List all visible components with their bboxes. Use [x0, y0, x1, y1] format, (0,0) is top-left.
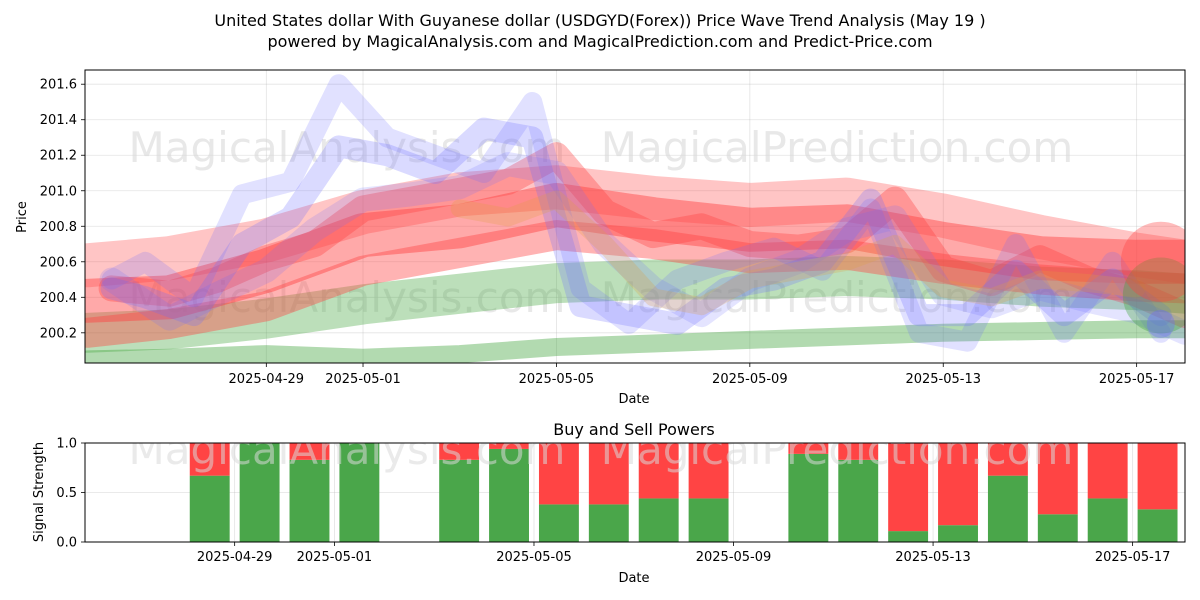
end-red-dot — [1120, 221, 1185, 302]
signal-y-ticks: 0.0 0.5 1.0 — [56, 437, 85, 551]
sell-bar — [888, 443, 929, 532]
watermark-bottom-left: MagicalAnalysis.com — [129, 425, 566, 474]
signal-x-ticks: 2025-04-29 2025-05-01 2025-05-05 2025-05-09… — [197, 542, 1171, 565]
price-gridlines — [85, 70, 1185, 363]
price-x-tick-label: 2025-05-09 — [712, 372, 788, 387]
figure-title-line2: powered by MagicalAnalysis.com and Magic… — [267, 32, 932, 51]
sell-bar — [838, 443, 879, 460]
price-x-axis-label: Date — [618, 392, 649, 407]
price-y-tick-label: 201.6 — [40, 78, 77, 93]
price-x-tick-label: 2025-04-29 — [229, 372, 305, 387]
buy-bar — [339, 443, 380, 542]
price-x-ticks: 2025-04-29 2025-05-01 2025-05-05 2025-05-09… — [229, 363, 1175, 387]
series-green-band-lower — [85, 320, 1185, 363]
buy-bar — [439, 459, 480, 542]
buy-bar — [239, 443, 280, 542]
signal-bars — [189, 443, 1178, 542]
sell-bar — [1087, 443, 1128, 499]
buy-bar — [1037, 514, 1078, 542]
price-x-tick-label: 2025-05-05 — [519, 372, 595, 387]
sell-bar — [987, 443, 1028, 476]
price-y-tick-label: 200.2 — [40, 326, 77, 341]
figure-title-line1: United States dollar With Guyanese dolla… — [214, 11, 985, 30]
signal-x-tick-label: 2025-05-17 — [1095, 550, 1171, 565]
buy-bar — [987, 475, 1028, 542]
price-y-tick-label: 201.0 — [40, 184, 77, 199]
signal-x-axis-label: Date — [618, 571, 649, 586]
signal-watermarks: MagicalAnalysis.com MagicalPrediction.co… — [129, 425, 1074, 474]
watermark-top-right-1: MagicalPrediction.com — [601, 123, 1074, 172]
signal-x-tick-label: 2025-05-09 — [696, 550, 772, 565]
end-green-dot — [1122, 257, 1185, 334]
sell-bar — [938, 443, 978, 526]
end-blue-dot — [1146, 309, 1175, 338]
sell-bar — [788, 443, 829, 454]
signal-y-tick-label: 1.0 — [56, 437, 77, 452]
buy-bar — [938, 525, 978, 542]
series-blue-wave-mid — [100, 117, 1172, 335]
signal-x-tick-label: 2025-05-01 — [297, 550, 373, 565]
buy-bar — [688, 498, 729, 542]
series-blue-wave-low — [99, 152, 1185, 345]
buy-bar — [538, 504, 579, 542]
signal-y-tick-label: 0.0 — [56, 536, 77, 551]
price-x-tick-label: 2025-05-17 — [1099, 372, 1175, 387]
signal-y-tick-label: 0.5 — [56, 486, 77, 501]
series-red-band-low — [85, 220, 1185, 348]
buy-bar — [1087, 498, 1128, 542]
price-x-tick-label: 2025-05-01 — [325, 372, 401, 387]
buy-bar — [289, 459, 330, 542]
series-red-band-wide — [85, 165, 1185, 288]
signal-y-axis-label: Signal Strength — [32, 442, 47, 542]
price-watermarks: MagicalAnalysis.com MagicalPrediction.co… — [129, 123, 1074, 322]
sell-bar — [489, 443, 529, 449]
signal-x-tick-label: 2025-05-13 — [895, 550, 971, 565]
signal-x-tick-label: 2025-05-05 — [496, 550, 572, 565]
sell-bar — [1037, 443, 1078, 515]
sell-bar — [538, 443, 579, 505]
sell-bar — [638, 443, 679, 499]
buy-bar — [1137, 509, 1178, 542]
sell-bar — [688, 443, 729, 499]
price-series — [85, 74, 1185, 363]
sell-bar — [289, 443, 330, 460]
watermark-top-left-1: MagicalAnalysis.com — [129, 123, 566, 172]
buy-bar — [588, 504, 629, 542]
buy-bar — [838, 459, 879, 542]
price-y-tick-label: 200.8 — [40, 220, 77, 235]
signal-x-tick-label: 2025-04-29 — [197, 550, 273, 565]
buy-bar — [888, 531, 929, 542]
sell-bar — [439, 443, 480, 460]
price-y-tick-label: 201.2 — [40, 149, 77, 164]
price-y-tick-label: 201.4 — [40, 113, 77, 128]
buy-bar — [788, 453, 829, 542]
price-y-tick-label: 200.6 — [40, 255, 77, 270]
buy-bar — [638, 498, 679, 542]
series-blue-wave-high — [101, 74, 1171, 352]
price-y-tick-label: 200.4 — [40, 291, 77, 306]
series-red-wave — [98, 142, 1185, 329]
buy-bar — [189, 475, 230, 542]
series-orange-wave — [450, 190, 1146, 316]
price-y-ticks: 200.2 200.4 200.6 200.8 201.0 201.2 201.4 201.6 — [40, 78, 85, 341]
price-y-axis-label: Price — [15, 201, 30, 233]
buy-bar — [489, 448, 529, 542]
sell-bar — [189, 443, 230, 476]
watermark-top-right-2: MagicalPrediction.com — [601, 273, 1074, 322]
price-x-tick-label: 2025-05-13 — [905, 372, 981, 387]
watermark-top-left-2: MagicalAnalysis.com — [129, 273, 566, 322]
sell-bar — [1137, 443, 1178, 510]
buy-sell-title: Buy and Sell Powers — [553, 420, 715, 439]
buy-sell-chart: Buy and Sell Powers MagicalAnalysis.com … — [32, 420, 1186, 586]
series-red-band-main — [85, 183, 1185, 323]
series-green-band-mid — [85, 256, 1185, 353]
price-chart: MagicalAnalysis.com MagicalPrediction.co… — [15, 69, 1186, 407]
price-axes-frame — [84, 69, 1186, 364]
watermark-bottom-right: MagicalPrediction.com — [601, 425, 1074, 474]
sell-bar — [588, 443, 629, 505]
